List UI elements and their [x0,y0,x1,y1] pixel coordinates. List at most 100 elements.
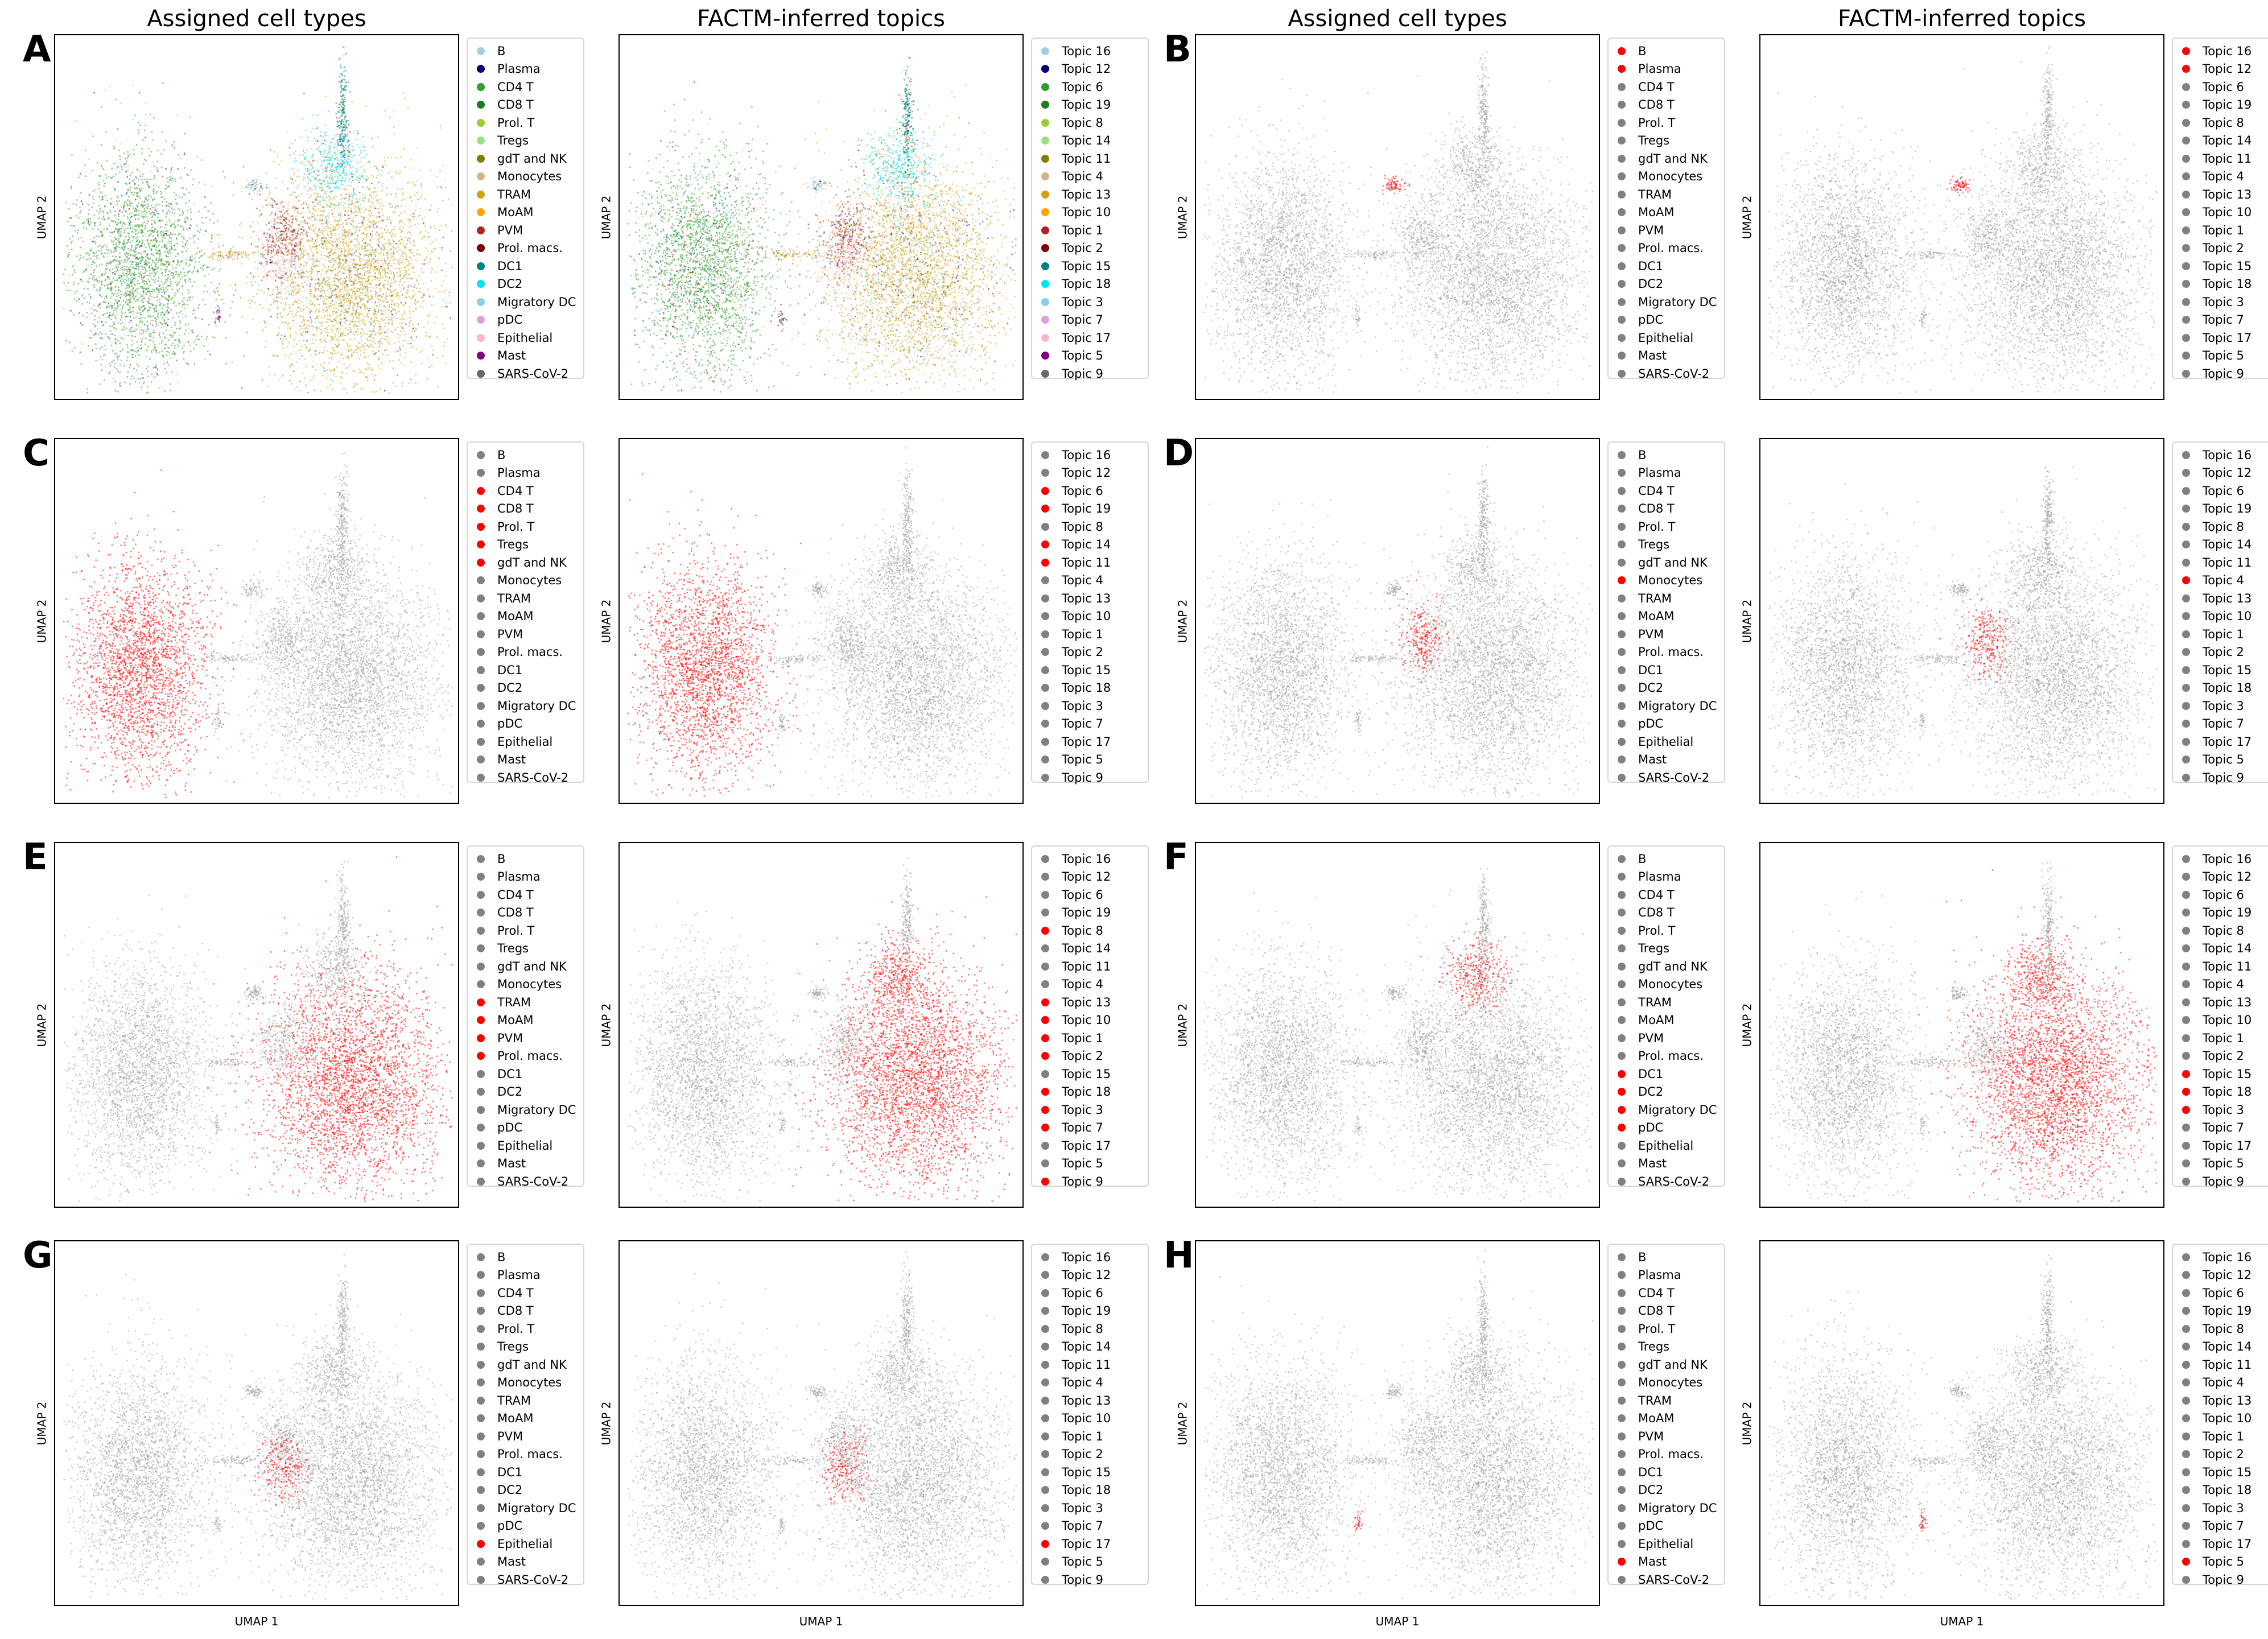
legend-marker [477,370,485,378]
legend-marker [1618,630,1626,638]
legend-item: Monocytes [468,168,562,185]
legend-item: Topic 14 [1032,940,1111,957]
legend-item: PVM [468,1427,523,1445]
legend-label: Prol. macs. [497,1447,563,1461]
legend-label: TRAM [1638,188,1672,201]
legend-item: SARS-CoV-2 [1609,1173,1709,1190]
legend-item: Topic 17 [2173,1137,2251,1154]
legend-marker [2182,855,2190,863]
legend-marker [1618,505,1626,513]
legend-label: SARS-CoV-2 [497,1175,568,1188]
legend-item: Topic 7 [2173,1517,2244,1535]
legend-label: Mast [497,1157,526,1170]
legend-label: MoAM [497,609,533,623]
legend-label: Topic 12 [2203,870,2251,884]
legend-marker [1041,280,1049,288]
legend-item: CD4 T [468,886,534,903]
legend-marker [1041,666,1049,674]
legend-label: Prol. macs. [1638,1447,1704,1461]
legend-label: CD8 T [1638,1304,1675,1318]
legend-marker [1618,1343,1626,1351]
legend-marker [1041,1343,1049,1351]
legend-item: Topic 9 [2173,365,2244,382]
legend-label: MoAM [1638,1013,1674,1027]
legend-item: Topic 12 [2173,1266,2251,1284]
legend-label: Topic 13 [2203,1394,2251,1407]
legend-label: Topic 6 [2203,1286,2244,1300]
legend-label: Topic 12 [1062,870,1111,884]
legend-marker [477,630,485,638]
legend-label: Topic 6 [1062,80,1103,94]
legend-item: DC2 [1609,275,1663,293]
legend-label: Topic 11 [1062,152,1111,166]
legend-marker [2182,101,2190,109]
legend-label: Topic 15 [2203,663,2251,677]
umap-plot [54,34,459,400]
legend-item: Topic 4 [1032,572,1103,589]
legend-label: CD8 T [497,906,534,919]
legend-item: Topic 18 [1032,679,1111,697]
y-axis-label: UMAP 2 [1176,195,1189,239]
legend-marker [1618,1450,1626,1458]
legend-marker [1618,1361,1626,1369]
legend-item: gdT and NK [1609,957,1708,975]
legend-marker [477,65,485,73]
legend-item: Topic 4 [2173,1374,2244,1392]
legend-label: Prol. macs. [1638,1049,1704,1063]
legend-label: gdT and NK [1638,152,1708,166]
umap-scatter [1196,843,1601,1209]
legend-item: Topic 11 [1032,554,1111,571]
legend-label: Topic 13 [2203,188,2251,201]
legend-label: Topic 2 [2203,1447,2244,1461]
legend-item: B [468,850,505,868]
legend-label: Tregs [497,942,529,955]
legend-item: Topic 10 [2173,204,2251,221]
legend-label: Topic 2 [2203,241,2244,255]
legend-marker [1041,595,1049,602]
legend-item: Topic 13 [1032,993,1111,1011]
legend-label: Migratory DC [1638,1501,1717,1515]
legend-label: Topic 15 [1062,1067,1111,1081]
legend-label: PVM [1638,1430,1664,1443]
legend-marker [2182,244,2190,252]
legend-marker [1041,1142,1049,1150]
legend-marker [1618,684,1626,692]
legend-item: Topic 5 [2173,1553,2244,1571]
legend-label: Prol. T [1638,1322,1675,1336]
legend-marker [2182,1106,2190,1114]
legend-item: DC1 [1609,1065,1663,1083]
legend-item: Topic 11 [1032,957,1111,975]
legend-label: B [497,852,505,866]
legend-label: Topic 15 [2203,1465,2251,1479]
legend: Topic 16 Topic 12 Topic 6 Topic 19 Topic 8 To… [1031,1244,1149,1585]
legend-marker [477,137,485,145]
legend-label: TRAM [497,1394,531,1407]
legend-marker [1618,1106,1626,1114]
legend-marker [2182,1468,2190,1476]
legend-label: Plasma [1638,1268,1681,1282]
legend-marker [2182,1432,2190,1440]
legend: B Plasma CD4 T CD8 T Prol. T Tregs gdT and NK M… [1607,1244,1725,1585]
legend-marker [477,1307,485,1315]
legend-marker [1618,1414,1626,1422]
legend-label: Topic 12 [1062,466,1111,480]
legend-marker [477,1361,485,1369]
legend-marker [1041,1414,1049,1422]
legend-item: Topic 17 [1032,1535,1111,1553]
legend: Topic 16 Topic 12 Topic 6 Topic 19 Topic 8 To… [2172,1244,2268,1585]
legend-marker [1041,334,1049,342]
legend-marker [1041,909,1049,916]
legend-marker [2182,47,2190,55]
legend-marker [2182,370,2190,378]
legend-item: Topic 9 [2173,769,2244,786]
legend-marker [1618,702,1626,710]
legend-item: Topic 7 [2173,311,2244,329]
legend-label: Monocytes [497,1376,562,1389]
legend-item: Tregs [1609,940,1669,957]
legend-item: Topic 19 [1032,1302,1111,1320]
legend-label: Topic 3 [2203,295,2244,309]
legend-item: Monocytes [1609,1374,1702,1392]
legend-label: Topic 14 [1062,538,1111,551]
legend-item: DC1 [1609,1463,1663,1481]
legend-marker [1618,1522,1626,1530]
